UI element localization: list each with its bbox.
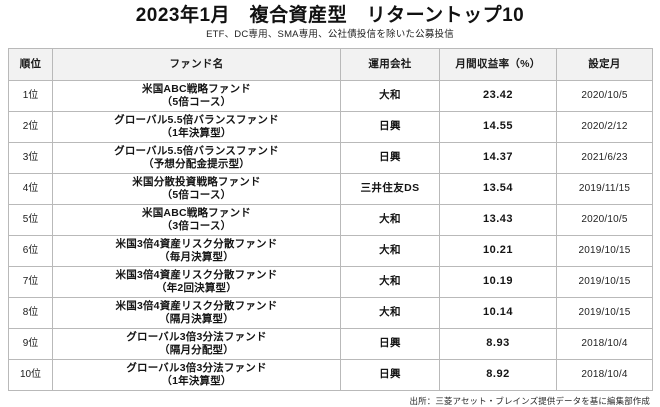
table-row: 5位 米国ABC戦略ファンド （3倍コース） 大和 13.43 2020/10/… — [8, 204, 653, 236]
fund-name-secondary: （隔月決算型） — [159, 313, 234, 325]
cell-return: 8.92 — [439, 359, 557, 391]
cell-return: 10.21 — [439, 235, 557, 267]
table-row: 6位 米国3倍4資産リスク分散ファンド （毎月決算型） 大和 10.21 201… — [8, 235, 653, 267]
cell-company: 日興 — [340, 111, 440, 143]
column-header-fund: ファンド名 — [52, 48, 341, 81]
fund-name-primary: 米国3倍4資産リスク分散ファンド — [115, 268, 278, 281]
cell-company: 日興 — [340, 328, 440, 360]
cell-date: 2019/10/15 — [556, 235, 653, 267]
cell-date: 2019/10/15 — [556, 266, 653, 298]
fund-ranking-table: 順位 ファンド名 運用会社 月間収益率（%） 設定月 1位 米国ABC戦略ファン… — [8, 48, 653, 391]
table-row: 8位 米国3倍4資産リスク分散ファンド （隔月決算型） 大和 10.14 201… — [8, 297, 653, 329]
cell-rank: 8位 — [8, 297, 53, 329]
table-header-row: 順位 ファンド名 運用会社 月間収益率（%） 設定月 — [8, 48, 653, 81]
cell-return: 10.19 — [439, 266, 557, 298]
fund-name-secondary: （隔月分配型） — [159, 344, 234, 356]
fund-name-secondary: （年2回決算型） — [156, 282, 237, 294]
cell-fund: 米国3倍4資産リスク分散ファンド （隔月決算型） — [52, 297, 341, 329]
cell-company: 日興 — [340, 359, 440, 391]
cell-fund: グローバル3倍3分法ファンド （隔月分配型） — [52, 328, 341, 360]
page-title: 2023年1月 複合資産型 リターントップ10 — [135, 5, 525, 26]
fund-name-primary: 米国3倍4資産リスク分散ファンド — [115, 237, 278, 250]
cell-fund: 米国3倍4資産リスク分散ファンド （毎月決算型） — [52, 235, 341, 267]
cell-company: 三井住友DS — [340, 173, 440, 205]
table-row: 4位 米国分散投資戦略ファンド （5倍コース） 三井住友DS 13.54 201… — [8, 173, 653, 205]
cell-rank: 3位 — [8, 142, 53, 174]
table-row: 3位 グローバル5.5倍バランスファンド （予想分配金提示型） 日興 14.37… — [8, 142, 653, 174]
table-row: 7位 米国3倍4資産リスク分散ファンド （年2回決算型） 大和 10.19 20… — [8, 266, 653, 298]
title-block: 2023年1月 複合資産型 リターントップ10 ETF、DC専用、SMA専用、公… — [8, 0, 652, 42]
cell-return: 10.14 — [439, 297, 557, 329]
cell-company: 日興 — [340, 142, 440, 174]
fund-name-secondary: （5倍コース） — [161, 189, 232, 201]
cell-fund: グローバル3倍3分法ファンド （1年決算型） — [52, 359, 341, 391]
cell-date: 2020/10/5 — [556, 204, 653, 236]
table-row: 2位 グローバル5.5倍バランスファンド （1年決算型） 日興 14.55 20… — [8, 111, 653, 143]
cell-return: 13.54 — [439, 173, 557, 205]
cell-fund: 米国3倍4資産リスク分散ファンド （年2回決算型） — [52, 266, 341, 298]
cell-rank: 9位 — [8, 328, 53, 360]
column-header-date: 設定月 — [556, 48, 653, 81]
cell-company: 大和 — [340, 204, 440, 236]
cell-date: 2018/10/4 — [556, 328, 653, 360]
cell-company: 大和 — [340, 297, 440, 329]
table-header: 順位 ファンド名 運用会社 月間収益率（%） 設定月 — [8, 48, 653, 81]
cell-date: 2020/10/5 — [556, 80, 653, 112]
cell-rank: 4位 — [8, 173, 53, 205]
cell-company: 大和 — [340, 235, 440, 267]
cell-company: 大和 — [340, 266, 440, 298]
fund-name-secondary: （5倍コース） — [161, 96, 232, 108]
table-row: 10位 グローバル3倍3分法ファンド （1年決算型） 日興 8.92 2018/… — [8, 359, 653, 391]
cell-return: 13.43 — [439, 204, 557, 236]
cell-return: 23.42 — [439, 80, 557, 112]
cell-date: 2020/2/12 — [556, 111, 653, 143]
column-header-return: 月間収益率（%） — [439, 48, 557, 81]
cell-return: 14.37 — [439, 142, 557, 174]
source-note: 出所：三菱アセット・ブレインズ提供データを基に編集部作成 — [409, 396, 650, 406]
cell-fund: 米国分散投資戦略ファンド （5倍コース） — [52, 173, 341, 205]
cell-rank: 2位 — [8, 111, 53, 143]
column-header-company: 運用会社 — [340, 48, 440, 81]
table-row: 9位 グローバル3倍3分法ファンド （隔月分配型） 日興 8.93 2018/1… — [8, 328, 653, 360]
table-container: 順位 ファンド名 運用会社 月間収益率（%） 設定月 1位 米国ABC戦略ファン… — [8, 48, 653, 391]
cell-rank: 1位 — [8, 80, 53, 112]
cell-return: 14.55 — [439, 111, 557, 143]
cell-date: 2021/6/23 — [556, 142, 653, 174]
cell-fund: グローバル5.5倍バランスファンド （予想分配金提示型） — [52, 142, 341, 174]
table-body: 1位 米国ABC戦略ファンド （5倍コース） 大和 23.42 2020/10/… — [8, 80, 653, 391]
fund-name-primary: グローバル3倍3分法ファンド — [126, 330, 267, 343]
cell-fund: 米国ABC戦略ファンド （5倍コース） — [52, 80, 341, 112]
cell-date: 2019/11/15 — [556, 173, 653, 205]
fund-name-secondary: （毎月決算型） — [159, 251, 234, 263]
fund-name-primary: グローバル3倍3分法ファンド — [126, 361, 267, 374]
cell-return: 8.93 — [439, 328, 557, 360]
cell-rank: 10位 — [8, 359, 53, 391]
cell-fund: 米国ABC戦略ファンド （3倍コース） — [52, 204, 341, 236]
fund-name-primary: 米国分散投資戦略ファンド — [132, 175, 261, 188]
fund-name-secondary: （3倍コース） — [161, 220, 232, 232]
fund-name-primary: グローバル5.5倍バランスファンド — [114, 144, 279, 157]
cell-date: 2018/10/4 — [556, 359, 653, 391]
cell-rank: 5位 — [8, 204, 53, 236]
fund-name-secondary: （1年決算型） — [161, 127, 232, 139]
column-header-rank: 順位 — [8, 48, 53, 81]
fund-name-primary: 米国ABC戦略ファンド — [142, 82, 251, 95]
cell-company: 大和 — [340, 80, 440, 112]
page-subtitle: ETF、DC専用、SMA専用、公社債投信を除いた公募投信 — [206, 29, 454, 40]
fund-name-secondary: （1年決算型） — [161, 375, 232, 387]
fund-name-primary: グローバル5.5倍バランスファンド — [114, 113, 279, 126]
cell-fund: グローバル5.5倍バランスファンド （1年決算型） — [52, 111, 341, 143]
fund-name-primary: 米国ABC戦略ファンド — [142, 206, 251, 219]
fund-name-primary: 米国3倍4資産リスク分散ファンド — [115, 299, 278, 312]
fund-name-secondary: （予想分配金提示型） — [143, 158, 250, 170]
cell-rank: 6位 — [8, 235, 53, 267]
cell-date: 2019/10/15 — [556, 297, 653, 329]
table-row: 1位 米国ABC戦略ファンド （5倍コース） 大和 23.42 2020/10/… — [8, 80, 653, 112]
cell-rank: 7位 — [8, 266, 53, 298]
